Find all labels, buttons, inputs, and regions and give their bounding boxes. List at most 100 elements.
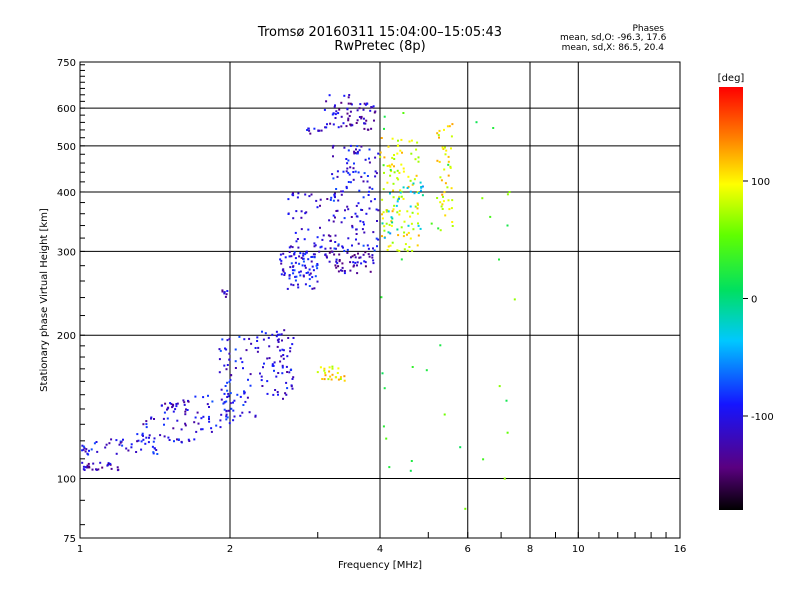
data-point [302, 274, 305, 277]
data-point [122, 438, 124, 441]
data-point [241, 361, 244, 364]
data-point [437, 134, 440, 137]
data-point [243, 391, 246, 394]
data-point [383, 229, 386, 232]
data-point [366, 180, 369, 183]
grid-lines [80, 62, 680, 538]
data-point [286, 287, 289, 290]
data-point [336, 209, 339, 212]
data-point [356, 272, 359, 275]
data-point [307, 228, 310, 231]
data-point [175, 403, 178, 405]
data-point [451, 199, 454, 202]
data-point [345, 187, 348, 190]
x-tick-label: 2 [227, 544, 233, 555]
data-point [398, 195, 401, 198]
data-point [148, 434, 151, 437]
x-tick-label: 8 [527, 544, 533, 555]
data-point [347, 171, 350, 174]
data-point [373, 198, 376, 201]
data-point [282, 252, 285, 255]
data-point [304, 266, 307, 269]
data-point [393, 154, 395, 156]
data-point [393, 165, 395, 168]
data-point [164, 402, 167, 405]
data-point [396, 198, 399, 201]
data-point [374, 175, 377, 178]
data-point [239, 414, 242, 417]
data-point [366, 175, 369, 177]
data-point [417, 224, 420, 227]
data-point [346, 162, 349, 165]
data-point [349, 102, 352, 105]
data-point [383, 225, 386, 228]
data-point [357, 202, 360, 205]
data-point [445, 149, 448, 152]
data-point [293, 269, 296, 272]
data-point [262, 366, 264, 369]
data-point [118, 443, 121, 446]
data-point [289, 266, 292, 269]
data-point [331, 113, 334, 116]
data-point [329, 247, 332, 250]
data-point [444, 182, 447, 185]
data-point [334, 216, 336, 219]
data-point [336, 170, 339, 173]
data-point [444, 214, 447, 217]
data-point [249, 373, 252, 376]
data-point [282, 354, 285, 356]
data-point [389, 165, 392, 168]
data-point [220, 388, 223, 391]
data-point [275, 375, 278, 378]
data-point [383, 115, 386, 118]
data-point [275, 330, 278, 333]
data-point [349, 110, 352, 113]
data-point [377, 209, 380, 212]
data-point [380, 137, 383, 139]
data-point [375, 208, 378, 211]
data-point [359, 220, 362, 223]
data-point [288, 251, 291, 253]
data-point [338, 108, 341, 111]
data-point [315, 199, 318, 202]
data-point [324, 126, 327, 129]
data-point [403, 231, 406, 234]
data-point [503, 477, 506, 480]
data-point [353, 162, 355, 165]
data-point [439, 176, 442, 179]
data-point [153, 447, 156, 450]
data-point [363, 122, 366, 125]
data-point [147, 441, 150, 444]
data-point [360, 117, 363, 120]
data-point [86, 466, 89, 469]
data-point [121, 444, 124, 447]
data-point [356, 264, 358, 267]
data-point [263, 362, 265, 365]
data-point [172, 427, 175, 430]
data-point [387, 145, 390, 148]
data-point [359, 256, 362, 259]
data-point [335, 110, 338, 113]
data-point [324, 371, 327, 374]
data-point [391, 221, 394, 224]
data-point [392, 182, 395, 185]
data-point [391, 217, 394, 220]
data-point [221, 290, 224, 293]
data-point [347, 149, 350, 152]
phase-stats-x-mode: mean, sd,X: 86.5, 20.4 [561, 43, 664, 53]
data-point [172, 410, 175, 413]
data-point [357, 252, 359, 255]
data-point [223, 292, 226, 295]
data-point [367, 128, 370, 131]
data-point [282, 349, 285, 352]
y-tick-label: 750 [57, 58, 76, 69]
data-point [396, 169, 399, 172]
data-point [395, 204, 398, 207]
data-point [341, 269, 344, 272]
data-point [292, 272, 295, 275]
data-point [289, 245, 292, 248]
data-point [400, 138, 403, 141]
data-point [441, 208, 444, 210]
data-point [219, 419, 222, 422]
data-point [246, 396, 249, 399]
